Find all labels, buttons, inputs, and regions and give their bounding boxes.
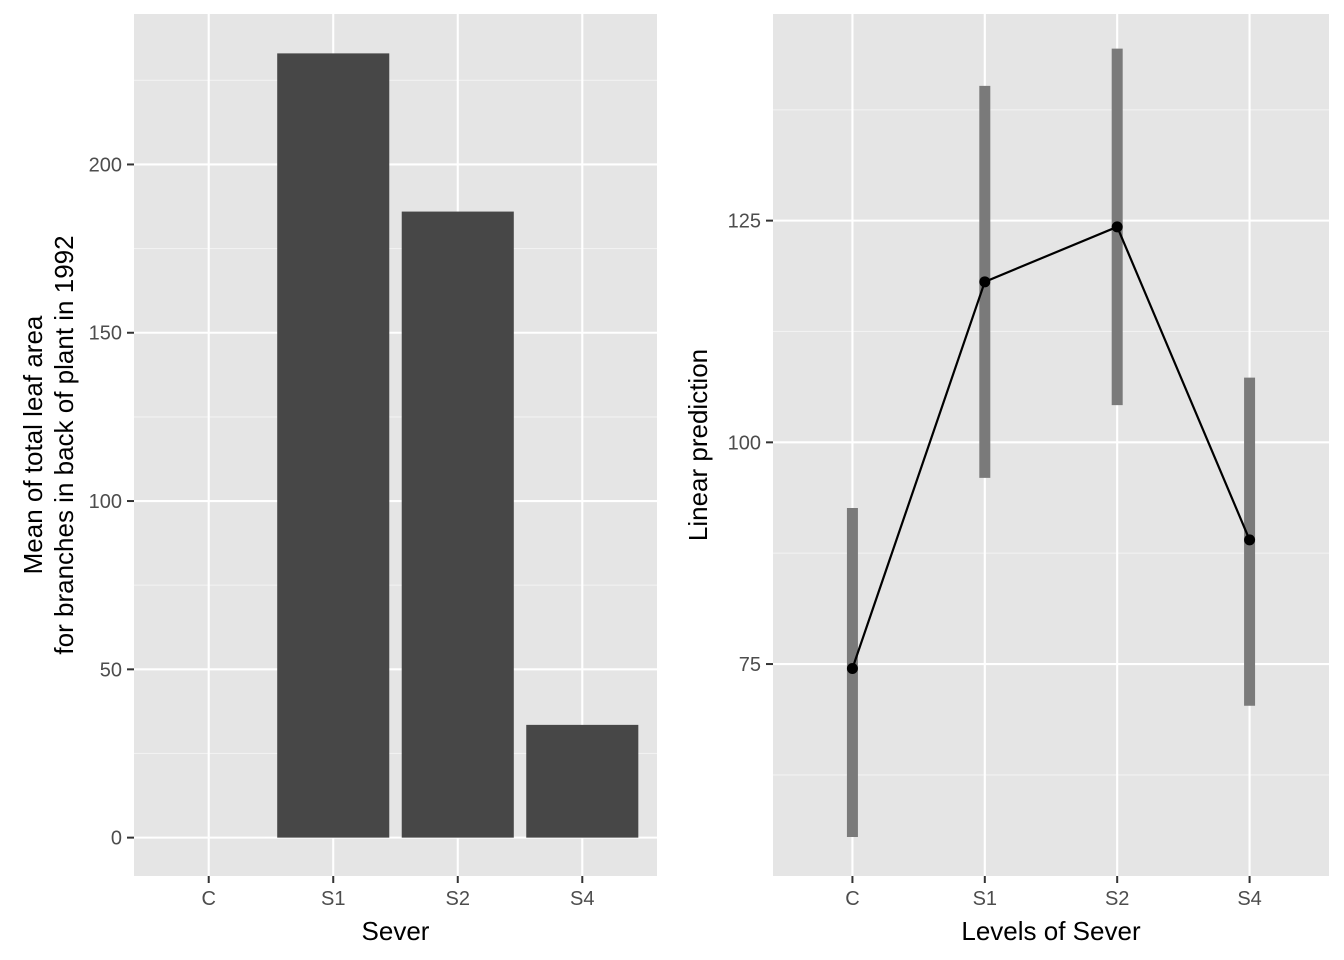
y-tick-label: 200 [89, 154, 122, 176]
x-tick-label: S2 [446, 888, 470, 910]
y-axis-title-line: Mean of total leaf area [18, 315, 48, 574]
y-tick-label: 150 [89, 323, 122, 345]
x-tick-label: S1 [321, 888, 345, 910]
panel-background [773, 14, 1329, 876]
x-tick-label: S4 [570, 888, 594, 910]
prediction-point [1111, 221, 1123, 233]
x-tick-label: C [201, 888, 215, 910]
x-tick-label: S2 [1105, 888, 1129, 910]
x-tick-label: C [845, 888, 859, 910]
x-tick-label: S1 [973, 888, 997, 910]
prediction-point [1244, 534, 1256, 546]
y-tick-label: 125 [728, 211, 761, 233]
bar-chart-panel: 0 50 100 150 200 C S1 S2 S4 Sever Mean of total le… [18, 14, 657, 946]
x-axis-title: Sever [362, 916, 430, 946]
y-tick-label: 50 [100, 659, 122, 681]
y-tick-label: 100 [89, 491, 122, 513]
x-tick-label: S4 [1237, 888, 1261, 910]
y-tick-label: 75 [739, 654, 761, 676]
y-axis-title: Mean of total leaf areafor branches in b… [18, 235, 79, 654]
prediction-point [846, 662, 858, 674]
prediction-point [979, 276, 991, 288]
bar [401, 211, 514, 838]
prediction-line [851, 225, 1251, 669]
y-axis-title: Linear prediction [683, 349, 713, 541]
x-axis-title: Levels of Sever [961, 916, 1141, 946]
prediction-chart-panel: 75 100 125 C S1 S2 S4 Levels of Sever Linear pre… [683, 14, 1329, 946]
y-axis-title-line: for branches in back of plant in 1992 [49, 235, 79, 654]
bar [526, 724, 639, 838]
y-tick-label: 100 [728, 432, 761, 454]
y-tick-label: 0 [111, 828, 122, 850]
bar [277, 53, 390, 838]
